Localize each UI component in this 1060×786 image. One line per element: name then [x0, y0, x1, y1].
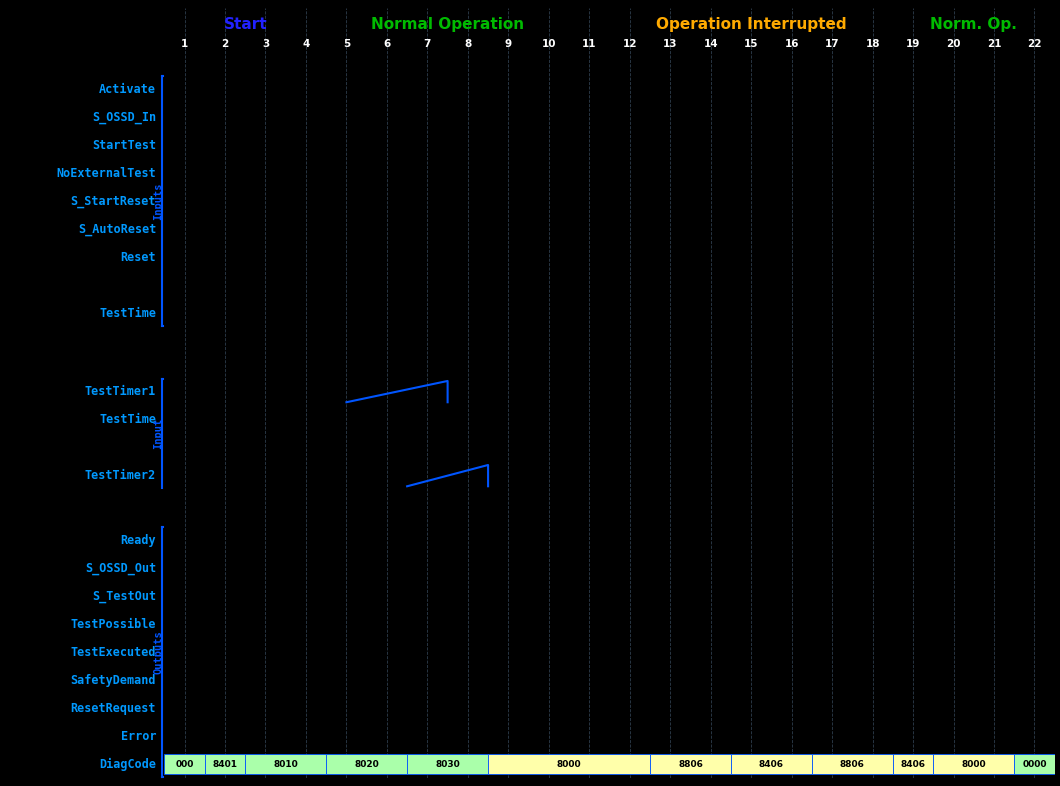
Text: 12: 12	[622, 39, 637, 50]
Text: S_TestOut: S_TestOut	[92, 590, 156, 603]
Text: Outputs: Outputs	[154, 630, 163, 674]
Bar	[164, 755, 205, 774]
Text: 15: 15	[744, 39, 758, 50]
Text: Input: Input	[154, 418, 163, 450]
Text: DiagCode: DiagCode	[100, 758, 156, 771]
Text: Reset: Reset	[121, 251, 156, 263]
Text: Ready: Ready	[121, 534, 156, 546]
Text: S_OSSD_Out: S_OSSD_Out	[85, 561, 156, 575]
Text: TestExecuted: TestExecuted	[71, 645, 156, 659]
Text: 8806: 8806	[840, 759, 865, 769]
Text: 000: 000	[175, 759, 194, 769]
Text: 10: 10	[542, 39, 556, 50]
Text: 4: 4	[302, 39, 310, 50]
Text: TestTime: TestTime	[100, 413, 156, 426]
Text: 8000: 8000	[961, 759, 986, 769]
Text: 20: 20	[947, 39, 960, 50]
Text: 17: 17	[825, 39, 840, 50]
Text: 8020: 8020	[354, 759, 379, 769]
Text: Normal Operation: Normal Operation	[371, 17, 525, 32]
Text: 21: 21	[987, 39, 1002, 50]
Text: S_StartReset: S_StartReset	[71, 195, 156, 208]
Text: Start: Start	[224, 17, 267, 32]
Text: SafetyDemand: SafetyDemand	[71, 674, 156, 687]
Text: 1: 1	[181, 39, 189, 50]
Text: 8406: 8406	[901, 759, 925, 769]
Text: 16: 16	[784, 39, 799, 50]
Bar	[650, 755, 731, 774]
Text: 8010: 8010	[273, 759, 298, 769]
Text: 18: 18	[865, 39, 880, 50]
Bar	[326, 755, 407, 774]
Text: 14: 14	[704, 39, 718, 50]
Text: S_AutoReset: S_AutoReset	[77, 222, 156, 236]
Text: StartTest: StartTest	[92, 138, 156, 152]
Text: 19: 19	[906, 39, 920, 50]
Text: NoExternalTest: NoExternalTest	[56, 167, 156, 180]
Text: 13: 13	[662, 39, 677, 50]
Text: Operation Interrupted: Operation Interrupted	[656, 17, 847, 32]
Bar	[1014, 755, 1055, 774]
Text: TestTime: TestTime	[100, 307, 156, 320]
Text: 5: 5	[342, 39, 350, 50]
Text: Norm. Op.: Norm. Op.	[931, 17, 1018, 32]
Text: 0000: 0000	[1022, 759, 1046, 769]
Bar	[245, 755, 326, 774]
Text: TestTimer2: TestTimer2	[85, 469, 156, 482]
Bar	[933, 755, 1014, 774]
Bar	[731, 755, 812, 774]
Bar	[488, 755, 650, 774]
Text: 8401: 8401	[212, 759, 237, 769]
Bar	[893, 755, 933, 774]
Text: 8406: 8406	[759, 759, 784, 769]
Bar	[407, 755, 488, 774]
Bar	[205, 755, 245, 774]
Text: 8030: 8030	[436, 759, 460, 769]
Text: 8: 8	[464, 39, 472, 50]
Bar	[812, 755, 893, 774]
Text: 8000: 8000	[556, 759, 581, 769]
Text: TestTimer1: TestTimer1	[85, 385, 156, 398]
Text: S_OSSD_In: S_OSSD_In	[92, 111, 156, 123]
Text: 3: 3	[262, 39, 269, 50]
Text: Activate: Activate	[100, 83, 156, 96]
Text: 9: 9	[505, 39, 512, 50]
Text: TestPossible: TestPossible	[71, 618, 156, 630]
Text: 11: 11	[582, 39, 597, 50]
Text: 22: 22	[1027, 39, 1042, 50]
Text: Error: Error	[121, 729, 156, 743]
Text: 8806: 8806	[678, 759, 703, 769]
Text: ResetRequest: ResetRequest	[71, 702, 156, 714]
Text: Inputs: Inputs	[154, 182, 163, 220]
Text: 2: 2	[222, 39, 229, 50]
Text: 6: 6	[384, 39, 390, 50]
Text: 7: 7	[424, 39, 431, 50]
